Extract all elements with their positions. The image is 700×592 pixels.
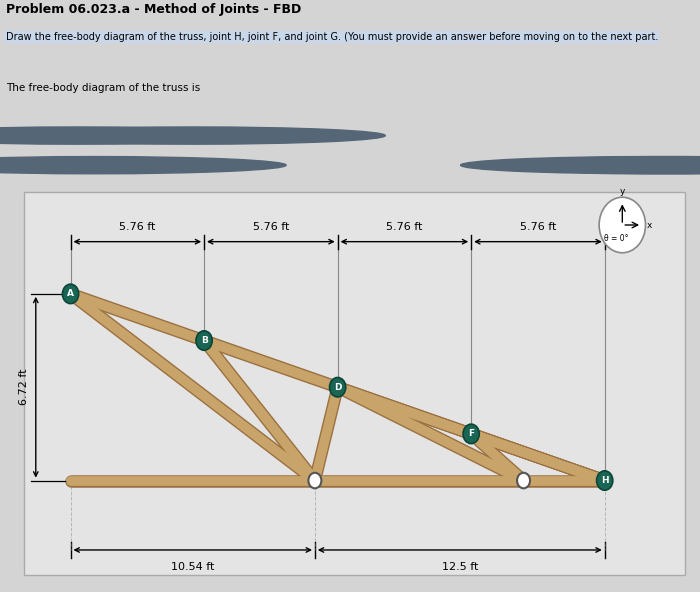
Text: Draw the free-body diagram of the truss, joint H, joint F, and joint G. (You mus: Draw the free-body diagram of the truss,… — [6, 32, 658, 42]
Circle shape — [330, 378, 346, 397]
Text: 5.76 ft: 5.76 ft — [119, 222, 155, 232]
Text: x: x — [647, 220, 652, 230]
Text: f: f — [678, 160, 681, 170]
Circle shape — [596, 471, 612, 490]
Circle shape — [309, 473, 321, 488]
Text: The free-body diagram of the truss is: The free-body diagram of the truss is — [6, 83, 200, 93]
Text: i: i — [650, 160, 654, 170]
Text: Force: Force — [27, 131, 57, 140]
Text: i: i — [93, 160, 96, 170]
Text: ⌫: ⌫ — [613, 160, 629, 170]
Circle shape — [461, 156, 700, 174]
Circle shape — [0, 156, 286, 174]
Circle shape — [488, 156, 700, 174]
Text: Moment: Moment — [122, 131, 167, 140]
Text: D: D — [334, 382, 342, 392]
Text: Comment: Comment — [27, 160, 81, 170]
Circle shape — [2, 127, 385, 144]
Text: H: H — [601, 476, 608, 485]
Circle shape — [517, 473, 530, 488]
Text: 5.76 ft: 5.76 ft — [253, 222, 289, 232]
Circle shape — [62, 284, 78, 304]
Circle shape — [196, 331, 212, 350]
Circle shape — [599, 197, 645, 253]
Text: 10.54 ft: 10.54 ft — [171, 562, 214, 572]
Text: F: F — [468, 429, 474, 438]
Text: 6.72 ft: 6.72 ft — [19, 369, 29, 406]
Text: i: i — [76, 131, 79, 140]
Circle shape — [463, 424, 480, 443]
Text: i: i — [193, 131, 195, 140]
Text: θ = 0°: θ = 0° — [604, 234, 629, 243]
Text: 12.5 ft: 12.5 ft — [442, 562, 478, 572]
Circle shape — [0, 127, 269, 144]
Text: y: y — [620, 187, 625, 196]
Text: Problem 06.023.a - Method of Joints - FBD: Problem 06.023.a - Method of Joints - FB… — [6, 3, 301, 16]
Text: A: A — [67, 289, 74, 298]
Text: 5.76 ft: 5.76 ft — [519, 222, 556, 232]
Text: ↩: ↩ — [589, 159, 599, 172]
Text: B: B — [201, 336, 207, 345]
Text: 5.76 ft: 5.76 ft — [386, 222, 423, 232]
